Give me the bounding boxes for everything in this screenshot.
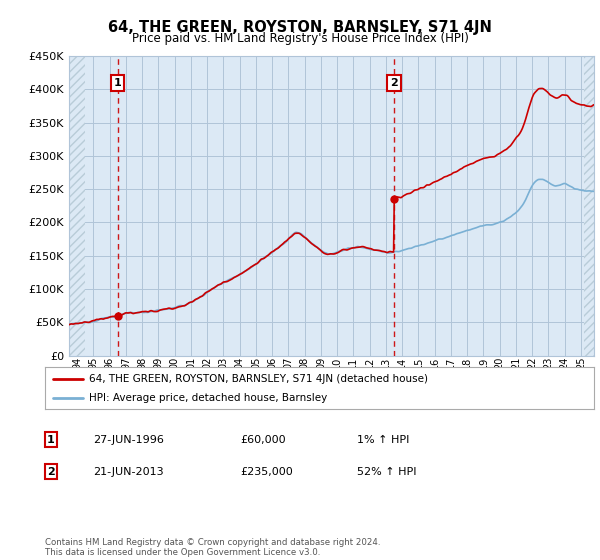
Text: 27-JUN-1996: 27-JUN-1996: [93, 435, 164, 445]
Text: 1: 1: [114, 78, 122, 88]
Text: HPI: Average price, detached house, Barnsley: HPI: Average price, detached house, Barn…: [89, 393, 327, 403]
Text: £60,000: £60,000: [240, 435, 286, 445]
Text: 1: 1: [47, 435, 55, 445]
Text: £235,000: £235,000: [240, 466, 293, 477]
Bar: [69, 56, 85, 356]
Text: 2: 2: [47, 466, 55, 477]
Text: 2: 2: [390, 78, 398, 88]
Text: Price paid vs. HM Land Registry's House Price Index (HPI): Price paid vs. HM Land Registry's House …: [131, 32, 469, 45]
Bar: [584, 56, 600, 356]
Text: 1% ↑ HPI: 1% ↑ HPI: [357, 435, 409, 445]
Text: 64, THE GREEN, ROYSTON, BARNSLEY, S71 4JN (detached house): 64, THE GREEN, ROYSTON, BARNSLEY, S71 4J…: [89, 374, 428, 384]
Text: Contains HM Land Registry data © Crown copyright and database right 2024.
This d: Contains HM Land Registry data © Crown c…: [45, 538, 380, 557]
Text: 52% ↑ HPI: 52% ↑ HPI: [357, 466, 416, 477]
Text: 21-JUN-2013: 21-JUN-2013: [93, 466, 164, 477]
Text: 64, THE GREEN, ROYSTON, BARNSLEY, S71 4JN: 64, THE GREEN, ROYSTON, BARNSLEY, S71 4J…: [108, 20, 492, 35]
